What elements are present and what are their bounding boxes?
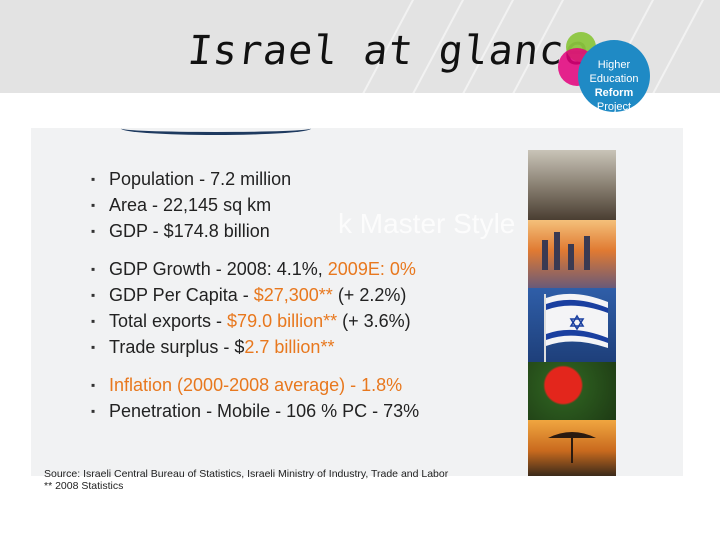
logo-line-1: Higher	[597, 59, 631, 71]
bullet-gdp-growth: GDP Growth - 2008: 4.1%, 2009E: 0%	[91, 256, 419, 282]
flag-icon	[544, 293, 608, 362]
faint-master-style-text: k Master Style	[338, 208, 516, 239]
bullet-penetration: Penetration - Mobile - 106 % PC - 73%	[91, 398, 419, 424]
red-flower-photo	[528, 362, 616, 420]
logo-line-2: Education	[589, 73, 639, 85]
logo-line-4: Project	[596, 101, 632, 113]
page-title: Israel at glance	[185, 28, 592, 74]
logo-blue-circle: Higher Education Reform Project	[578, 40, 650, 113]
bullet-area: Area - 22,145 sq km	[91, 192, 419, 218]
higher-education-reform-project-logo: Higher Education Reform Project	[558, 30, 708, 118]
decorative-arc	[121, 122, 311, 135]
logo-line-3: Reform	[594, 87, 634, 99]
source-line-2: ** 2008 Statistics	[44, 480, 124, 492]
umbrella-icon	[548, 432, 596, 463]
bullet-inflation: Inflation (2000-2008 average) - 1.8%	[91, 372, 419, 398]
bullet-trade-surplus: Trade surplus - $2.7 billion**	[91, 334, 419, 360]
bullet-gdp: GDP - $174.8 billion	[91, 218, 419, 244]
photo-strip	[528, 150, 616, 476]
bullet-population: Population - 7.2 million	[91, 166, 419, 192]
source-line-1: Source: Israeli Central Bureau of Statis…	[44, 468, 449, 480]
israel-flag-photo	[528, 288, 616, 362]
city-skyline-photo	[528, 220, 616, 288]
bullet-list: Population - 7.2 million Area - 22,145 s…	[91, 166, 419, 424]
bullet-total-exports: Total exports - $79.0 billion** (+ 3.6%)	[91, 308, 419, 334]
source-note: Source: Israeli Central Bureau of Statis…	[44, 468, 448, 492]
bullet-gdp-per-capita: GDP Per Capita - $27,300** (+ 2.2%)	[91, 282, 419, 308]
desert-landscape-photo	[528, 150, 616, 220]
beach-sunset-photo	[528, 420, 616, 476]
